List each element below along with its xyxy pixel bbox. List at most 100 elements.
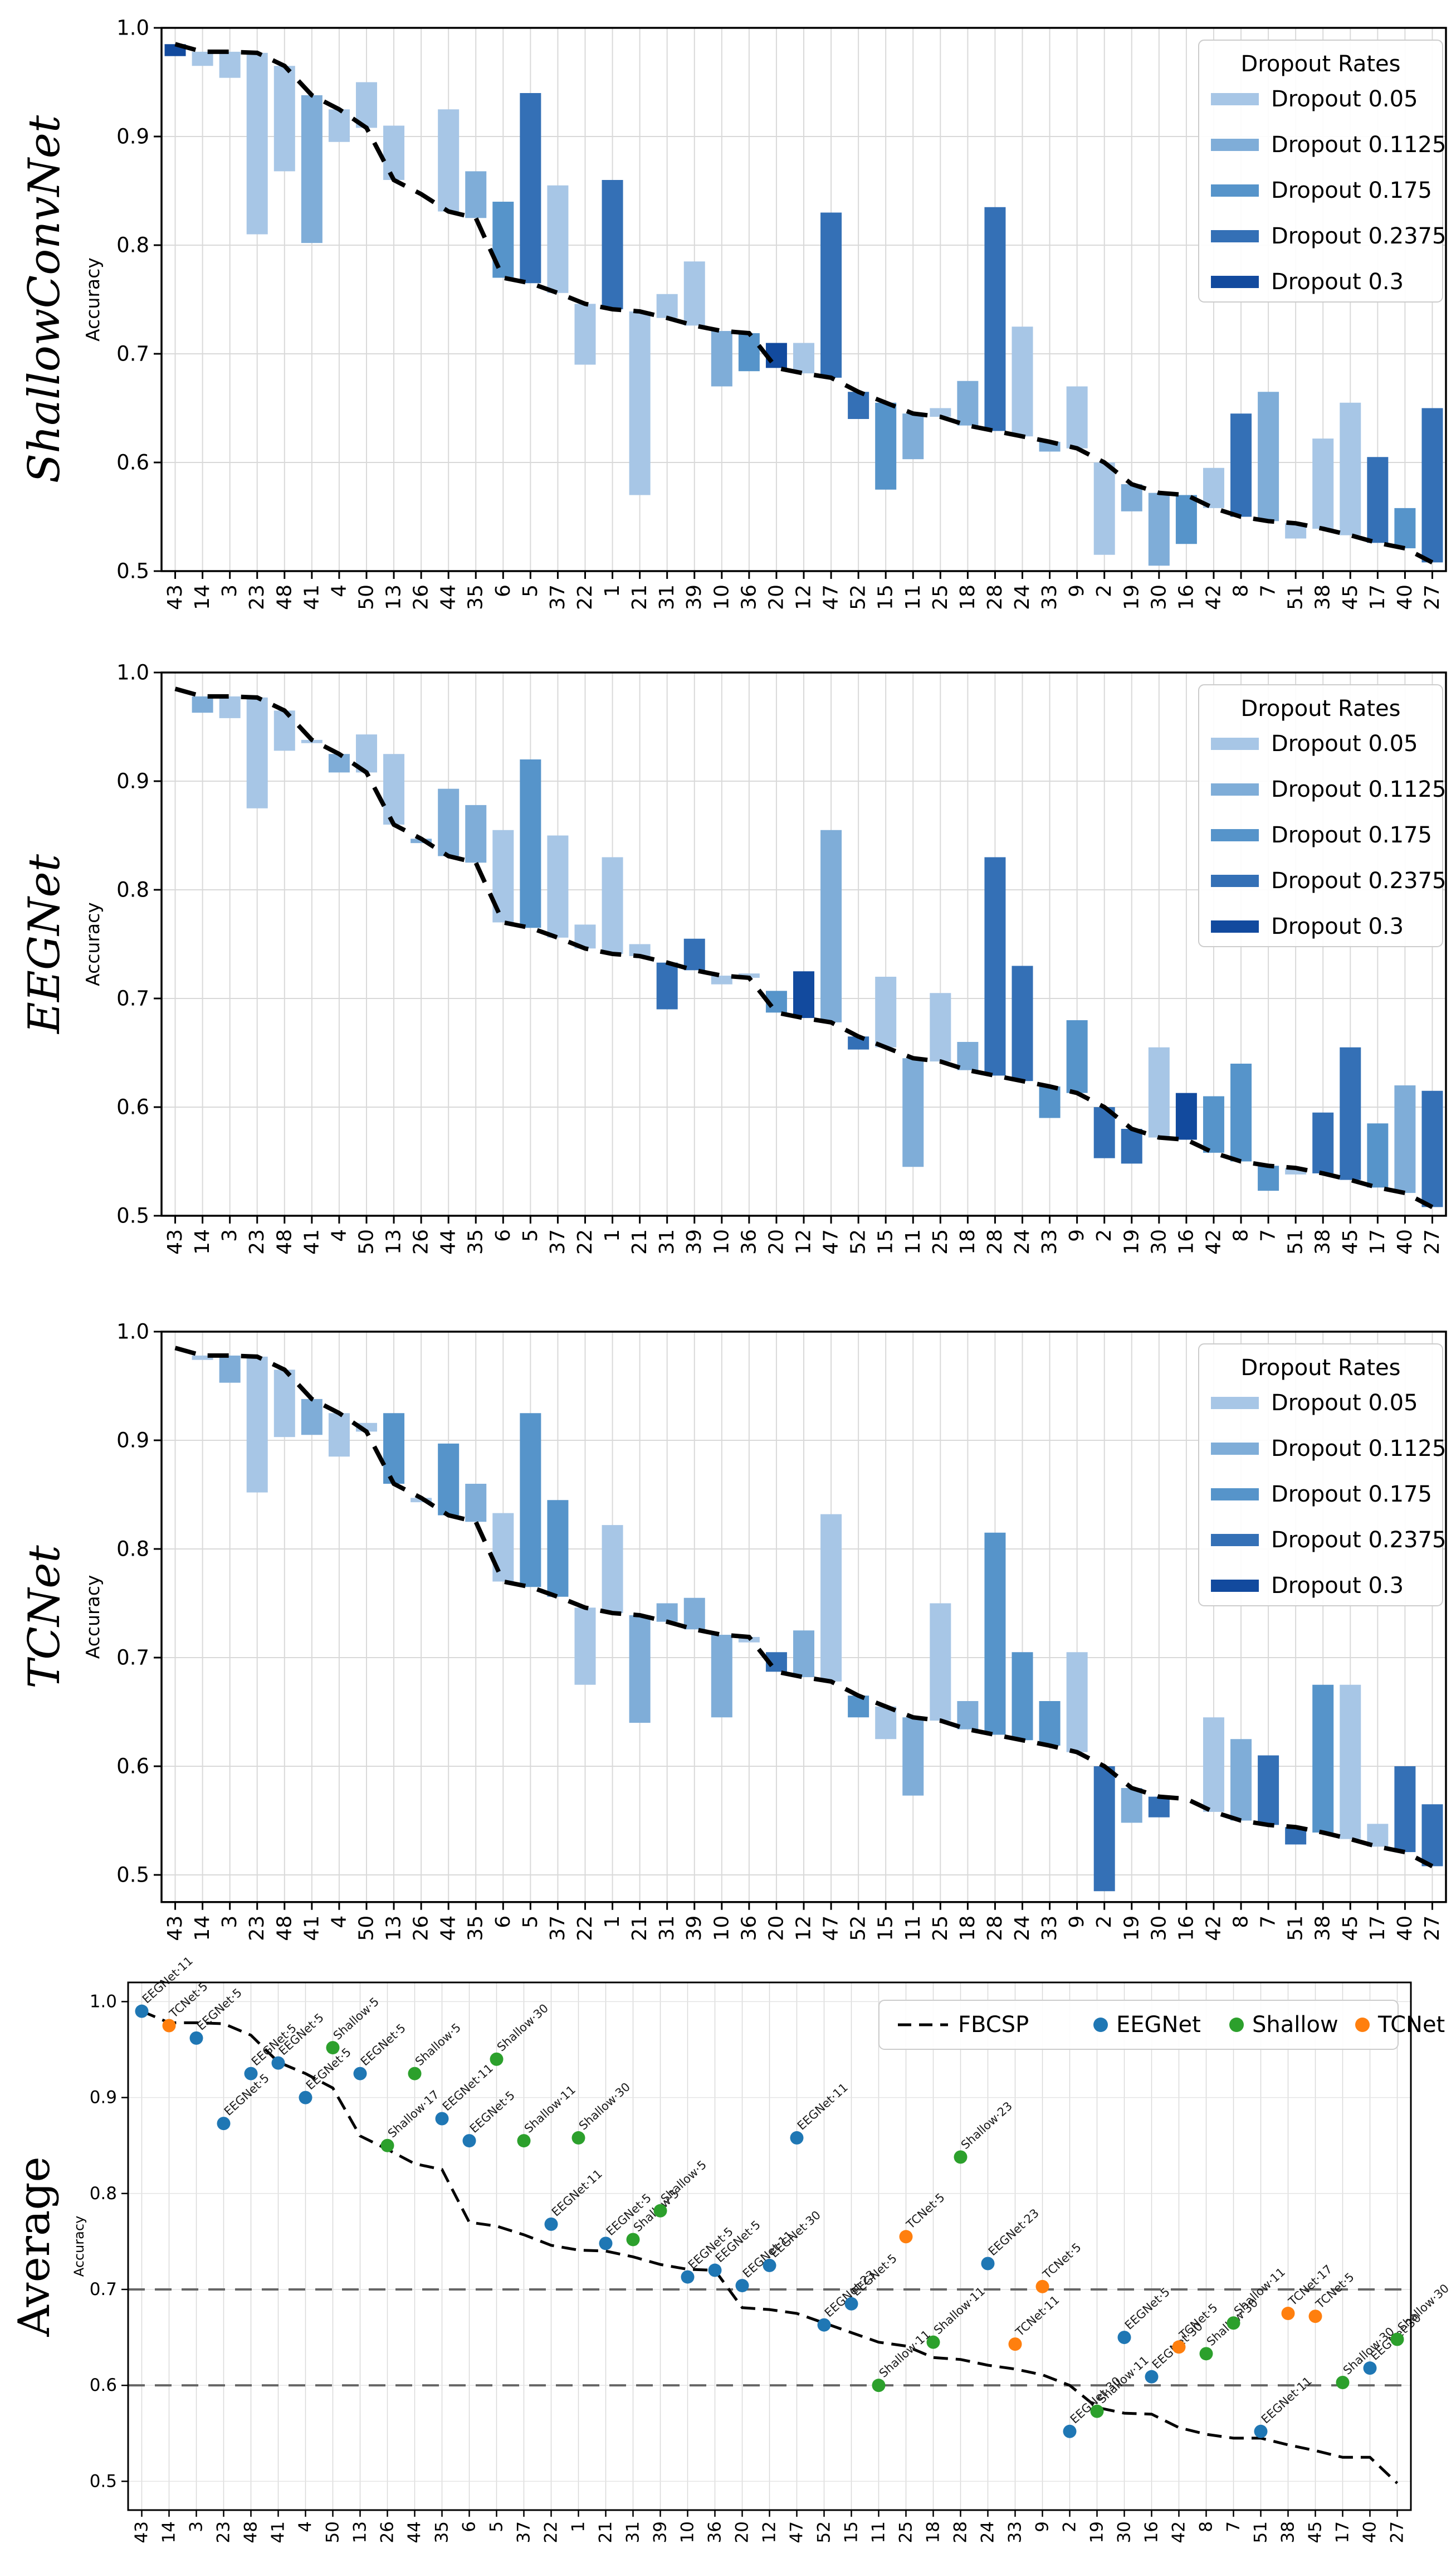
chart-tcnet-bar-subject-13	[383, 1413, 405, 1484]
chart-eegnet-xtick-label: 11	[902, 1229, 925, 1255]
chart-average-xtick-label: 31	[623, 2521, 643, 2543]
chart-average-point-subject-15	[844, 2297, 858, 2311]
chart-shallowconvnet-legend-label: Dropout 0.2375	[1271, 223, 1446, 249]
chart-eegnet-ytick-label: 0.7	[116, 987, 149, 1011]
chart-shallowconvnet-legend-label: Dropout 0.3	[1271, 269, 1404, 295]
chart-eegnet-xtick-label: 37	[546, 1229, 569, 1255]
chart-shallowconvnet-legend-swatch	[1211, 93, 1259, 105]
chart-shallowconvnet-bar-subject-1	[602, 180, 623, 310]
chart-tcnet-bar-subject-21	[629, 1615, 651, 1723]
chart-shallowconvnet-bar-subject-10	[711, 331, 732, 387]
chart-eegnet-bar-subject-17	[1367, 1123, 1389, 1188]
chart-eegnet-xtick-label: 36	[737, 1229, 760, 1255]
chart-eegnet-ytick-label: 1.0	[116, 661, 149, 685]
chart-eegnet-bar-subject-23	[246, 697, 268, 808]
chart-shallowconvnet-xtick-label: 42	[1202, 584, 1225, 610]
chart-average-point-label: EEGNet·5	[467, 2088, 517, 2136]
panel-title-tcnet: TCNet	[19, 1545, 70, 1689]
chart-tcnet-xtick-label: 18	[956, 1916, 979, 1941]
chart-tcnet-bar-subject-45	[1340, 1684, 1361, 1839]
chart-shallowconvnet-xtick-label: 7	[1257, 584, 1280, 597]
chart-tcnet-bar-subject-27	[1421, 1804, 1443, 1867]
chart-eegnet-bar-subject-31	[656, 962, 678, 1010]
chart-average-xtick-label: 41	[268, 2521, 289, 2543]
chart-eegnet-xtick-label: 17	[1366, 1229, 1389, 1255]
chart-tcnet-xtick-label: 15	[874, 1916, 897, 1941]
chart-shallowconvnet-bar-subject-42	[1203, 467, 1224, 508]
chart-tcnet-xtick-label: 6	[492, 1916, 515, 1928]
chart-average-ytick-label: 0.8	[90, 2184, 117, 2204]
chart-eegnet-ytick-label: 0.9	[116, 769, 149, 793]
chart-eegnet-bar-subject-12	[793, 971, 814, 1019]
chart-average-xtick-label: 48	[241, 2521, 261, 2543]
chart-average-xtick-label: 18	[924, 2521, 944, 2543]
chart-shallowconvnet-xtick-label: 10	[710, 584, 733, 610]
chart-tcnet-bar-subject-5	[520, 1413, 541, 1587]
chart-eegnet-xtick-label: 33	[1038, 1229, 1061, 1255]
chart-tcnet-xtick-label: 28	[984, 1916, 1007, 1941]
chart-eegnet-fbcsp-line	[174, 686, 1434, 1209]
chart-average-point-label: EEGNet·11	[440, 2062, 496, 2113]
chart-shallowconvnet-bar-subject-18	[957, 381, 979, 426]
chart-average-point-label: Shallow·23	[959, 2099, 1015, 2152]
chart-average-xtick-label: 25	[896, 2521, 916, 2543]
chart-average-legend-label-eegnet: EEGNet	[1116, 2012, 1201, 2038]
chart-shallowconvnet-xtick-label: 12	[793, 584, 815, 610]
chart-tcnet-xtick-label: 7	[1257, 1916, 1280, 1928]
chart-eegnet-xtick-label: 10	[710, 1229, 733, 1255]
chart-tcnet-bar-subject-30	[1148, 1796, 1170, 1818]
chart-average-xtick-label: 36	[705, 2521, 725, 2543]
chart-shallowconvnet-bar-subject-39	[683, 261, 705, 326]
chart-eegnet-xtick-label: 4	[328, 1229, 350, 1242]
chart-average-point-label: TCNet·5	[1040, 2240, 1084, 2282]
chart-shallowconvnet-bar-subject-48	[273, 66, 295, 172]
chart-tcnet-xtick-label: 41	[300, 1916, 323, 1941]
chart-eegnet-xtick-label: 39	[683, 1229, 706, 1255]
chart-eegnet-xtick-label: 20	[765, 1229, 788, 1255]
chart-shallowconvnet-xtick-label: 18	[956, 584, 979, 610]
chart-eegnet-bar-subject-30	[1148, 1047, 1170, 1138]
chart-tcnet-bar-subject-9	[1066, 1652, 1088, 1752]
chart-shallowconvnet-bar-subject-31	[656, 294, 678, 318]
chart-tcnet-legend-label: Dropout 0.05	[1271, 1390, 1418, 1416]
chart-average-point-subject-27	[1390, 2332, 1404, 2346]
chart-average-point-subject-51	[1254, 2424, 1268, 2438]
chart-tcnet-xtick-label: 22	[574, 1916, 597, 1941]
chart-eegnet-bar-subject-39	[683, 938, 705, 971]
chart-average-point-subject-14	[162, 2019, 176, 2033]
chart-eegnet-xtick-label: 5	[519, 1229, 542, 1242]
chart-shallowconvnet-xtick-label: 33	[1038, 584, 1061, 610]
chart-average-xtick-label: 15	[842, 2521, 862, 2543]
chart-average-point-subject-41	[271, 2056, 285, 2070]
chart-shallowconvnet-xtick-label: 44	[437, 584, 460, 610]
chart-tcnet-xtick-label: 38	[1312, 1916, 1335, 1941]
chart-average-point-subject-28	[954, 2150, 968, 2164]
chart-eegnet-xtick-label: 27	[1421, 1229, 1444, 1255]
chart-average-point-label: Shallow·30	[576, 2080, 633, 2133]
chart-eegnet-bar-subject-37	[547, 835, 569, 938]
chart-eegnet-xtick-label: 30	[1147, 1229, 1170, 1255]
chart-eegnet-xtick-label: 45	[1339, 1229, 1362, 1255]
chart-average-xtick-label: 3	[187, 2521, 207, 2532]
chart-tcnet-bar-subject-4	[328, 1413, 350, 1457]
chart-average-legend-label-shallow: Shallow	[1252, 2012, 1338, 2038]
chart-tcnet-xtick-label: 26	[410, 1916, 433, 1941]
chart-shallowconvnet-xtick-label: 31	[656, 584, 678, 610]
chart-average-point-subject-45	[1308, 2309, 1322, 2323]
chart-eegnet-legend-label: Dropout 0.2375	[1271, 868, 1446, 894]
chart-eegnet-bar-subject-24	[1012, 966, 1033, 1081]
chart-tcnet-xtick-label: 23	[246, 1916, 268, 1941]
chart-average-ytick-label: 0.7	[90, 2279, 117, 2299]
chart-eegnet-xtick-label: 48	[273, 1229, 296, 1255]
chart-average-legend-label-fbcsp: FBCSP	[958, 2012, 1029, 2038]
chart-eegnet-bar-subject-38	[1312, 1112, 1334, 1173]
chart-shallowconvnet-xtick-label: 3	[218, 584, 241, 597]
chart-tcnet-bar-subject-23	[246, 1356, 268, 1493]
chart-average-xtick-label: 23	[214, 2521, 234, 2543]
chart-shallowconvnet-bar-subject-47	[820, 212, 842, 378]
chart-shallowconvnet-legend-swatch	[1211, 230, 1259, 242]
chart-tcnet-xtick-label: 27	[1421, 1916, 1444, 1941]
chart-average-xtick-label: 50	[323, 2521, 343, 2543]
chart-tcnet-legend-swatch	[1211, 1534, 1259, 1546]
chart-eegnet-bar-subject-16	[1175, 1093, 1197, 1140]
